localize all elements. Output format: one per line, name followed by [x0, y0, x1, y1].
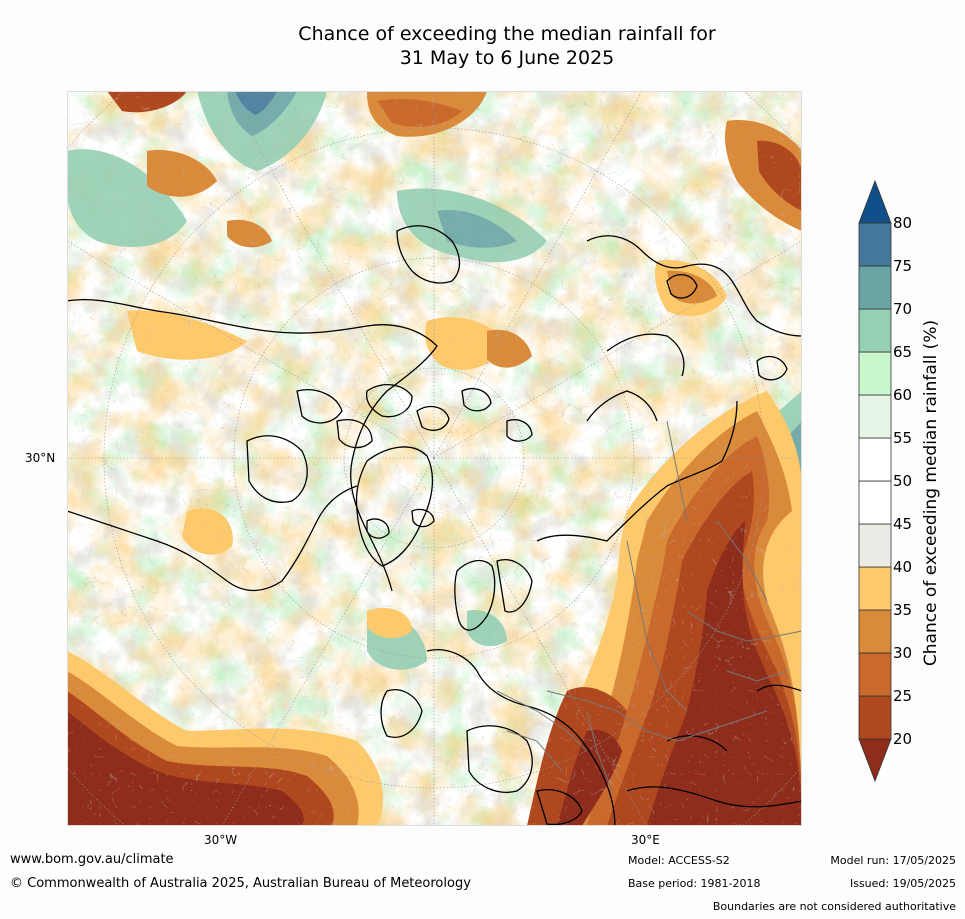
- colorbar-band-40-45: [858, 523, 892, 568]
- colorbar-title: Chance of exceeding median rainfall (%): [921, 319, 941, 667]
- probability-map: [67, 91, 802, 826]
- model-run-text: Model run: 17/05/2025: [830, 854, 956, 867]
- colorbar-label-55: 55: [893, 429, 913, 447]
- colorbar-band-50-55: [858, 437, 892, 482]
- colorbar-label-40: 40: [893, 558, 913, 576]
- colorbar-band-30-35: [858, 609, 892, 654]
- longitude-label-30w: 30°W: [204, 833, 238, 847]
- colorbar-label-35: 35: [893, 601, 913, 619]
- colorbar-label-30: 30: [893, 644, 913, 662]
- country-borders: [496, 420, 802, 792]
- colorbar-band-60-65: [858, 351, 892, 396]
- colorbar: [858, 180, 892, 783]
- colorbar-band-75-80: [858, 222, 892, 267]
- colorbar-band-45-50: [858, 480, 892, 525]
- colorbar-band-20-25: [858, 695, 892, 740]
- issued-text: Issued: 19/05/2025: [849, 877, 956, 890]
- latitude-label-30n: 30°N: [25, 451, 56, 465]
- colorbar-band-70-75: [858, 265, 892, 310]
- base-period-text: Base period: 1981-2018: [628, 877, 761, 890]
- polar-projection-map: [67, 91, 802, 826]
- graticule: [67, 91, 802, 826]
- map-title: Chance of exceeding the median rainfall …: [0, 22, 965, 70]
- pole-region: [378, 402, 490, 514]
- colorbar-label-45: 45: [893, 515, 913, 533]
- map-frame: [67, 91, 802, 826]
- coastlines: [67, 225, 802, 826]
- title-line-2: 31 May to 6 June 2025: [399, 47, 615, 69]
- colorbar-label-50: 50: [893, 472, 913, 490]
- title-line-1: Chance of exceeding the median rainfall …: [298, 23, 716, 45]
- website-link[interactable]: www.bom.gov.au/climate: [10, 852, 174, 867]
- colorbar-label-70: 70: [893, 300, 913, 318]
- colorbar-label-65: 65: [893, 343, 913, 361]
- colorbar-label-80: 80: [893, 214, 913, 232]
- colorbar-band-25-30: [858, 652, 892, 697]
- colorbar-label-75: 75: [893, 257, 913, 275]
- model-text: Model: ACCESS-S2: [628, 854, 730, 867]
- colorbar-extend-high: [858, 180, 892, 224]
- colorbar-label-60: 60: [893, 386, 913, 404]
- colorbar-band-55-60: [858, 394, 892, 439]
- colorbar-band-35-40: [858, 566, 892, 611]
- disclaimer-text: Boundaries are not considered authoritat…: [712, 900, 956, 913]
- colorbar-label-20: 20: [893, 730, 913, 748]
- colorbar-band-65-70: [858, 308, 892, 353]
- colorbar-extend-low: [858, 738, 892, 783]
- longitude-label-30e: 30°E: [631, 833, 660, 847]
- colorbar-label-25: 25: [893, 687, 913, 705]
- copyright-text: © Commonwealth of Australia 2025, Austra…: [10, 876, 471, 891]
